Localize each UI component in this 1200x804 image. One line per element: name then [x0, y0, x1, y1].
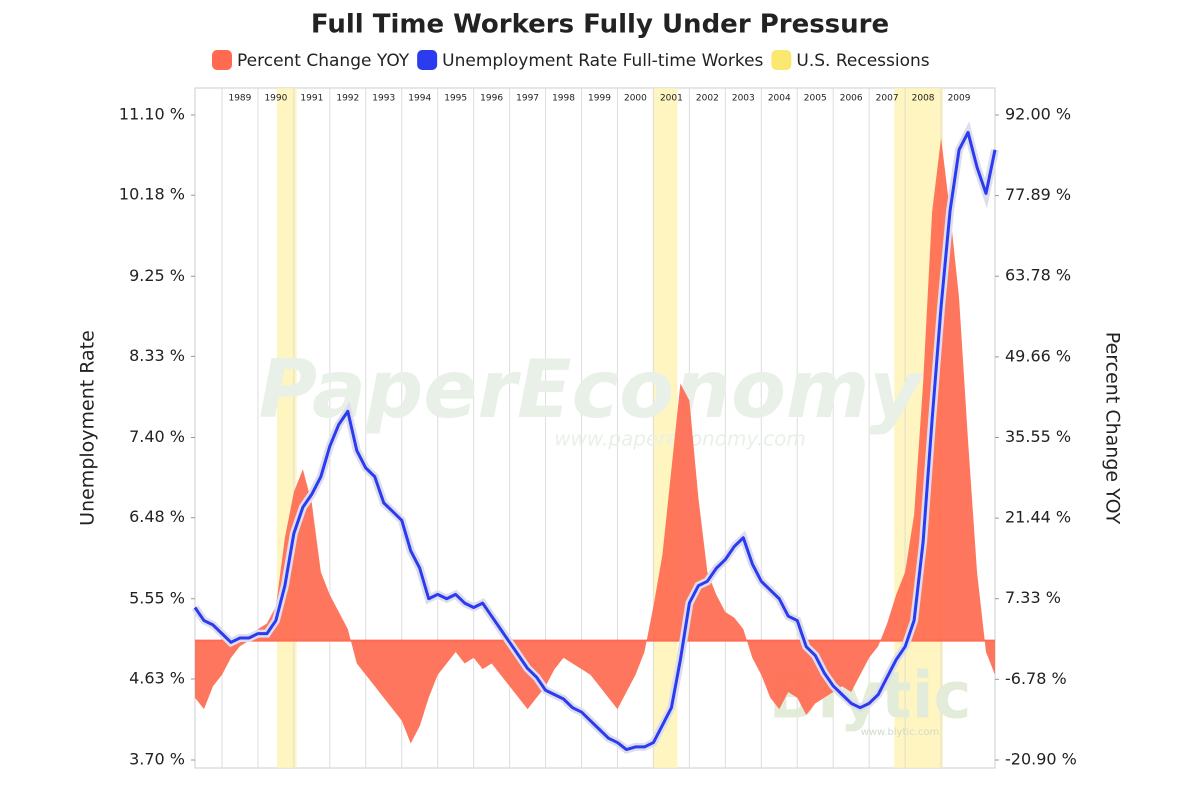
y2-axis-title: Percent Change YOY [1102, 332, 1124, 525]
x-tick-label: 2000 [624, 94, 647, 104]
x-tick-label: 2009 [948, 94, 971, 104]
y-tick-label: 6.48 % [129, 507, 185, 526]
x-tick-label: 1994 [408, 94, 431, 104]
legend-label: U.S. Recessions [796, 51, 929, 71]
legend-label: Unemployment Rate Full-time Workes [442, 51, 763, 71]
y2-tick-label: 77.89 % [1005, 185, 1071, 204]
x-tick-label: 1995 [444, 94, 467, 104]
y2-tick-label: 7.33 % [1005, 588, 1061, 607]
legend-swatch [212, 50, 232, 70]
y2-tick-label: 21.44 % [1005, 508, 1071, 527]
x-tick-label: 2003 [732, 94, 755, 104]
y2-tick-label: -6.78 % [1005, 669, 1067, 688]
x-tick-label: 1997 [516, 94, 539, 104]
x-tick-label: 2007 [876, 94, 899, 104]
legend-swatch [771, 50, 792, 70]
y2-tick-label: -20.90 % [1005, 750, 1077, 769]
x-tick-label: 1999 [588, 94, 611, 104]
x-tick-label: 2004 [768, 94, 791, 104]
y-tick-label: 4.63 % [129, 668, 185, 687]
y-tick-label: 9.25 % [129, 266, 185, 285]
y2-tick-label: 63.78 % [1005, 266, 1071, 285]
recession-band [652, 88, 678, 768]
y-tick-label: 5.55 % [129, 588, 185, 607]
x-tick-label: 2008 [912, 94, 935, 104]
x-tick-label: 1991 [300, 94, 323, 104]
x-tick-label: 1993 [372, 94, 395, 104]
x-tick-label: 2001 [660, 94, 683, 104]
y-tick-label: 10.18 % [119, 185, 185, 204]
y-tick-label: 8.33 % [129, 346, 185, 365]
x-tick-label: 2005 [804, 94, 827, 104]
y-tick-label: 11.10 % [119, 105, 185, 124]
y2-tick-label: 49.66 % [1005, 346, 1071, 365]
watermark: www.blytic.com [861, 727, 940, 738]
x-tick-label: 1992 [336, 94, 359, 104]
x-tick-label: 2002 [696, 94, 719, 104]
x-tick-label: 2006 [840, 94, 863, 104]
y-tick-label: 3.70 % [129, 750, 185, 769]
x-tick-label: 1989 [228, 94, 251, 104]
x-tick-label: 1990 [264, 94, 287, 104]
y-axis-title: Unemployment Rate [77, 330, 99, 526]
line [193, 130, 997, 752]
chart-title: Full Time Workers Fully Under Pressure [311, 10, 889, 40]
y2-tick-label: 92.00 % [1005, 105, 1071, 124]
x-tick-label: 1998 [552, 94, 575, 104]
legend-label: Percent Change YOY [237, 51, 410, 71]
y2-tick-label: 35.55 % [1005, 427, 1071, 446]
legend-swatch [417, 50, 438, 70]
x-tick-label: 1996 [480, 94, 503, 104]
watermark: PaperEconomy [259, 343, 925, 436]
y-tick-label: 7.40 % [129, 427, 185, 446]
